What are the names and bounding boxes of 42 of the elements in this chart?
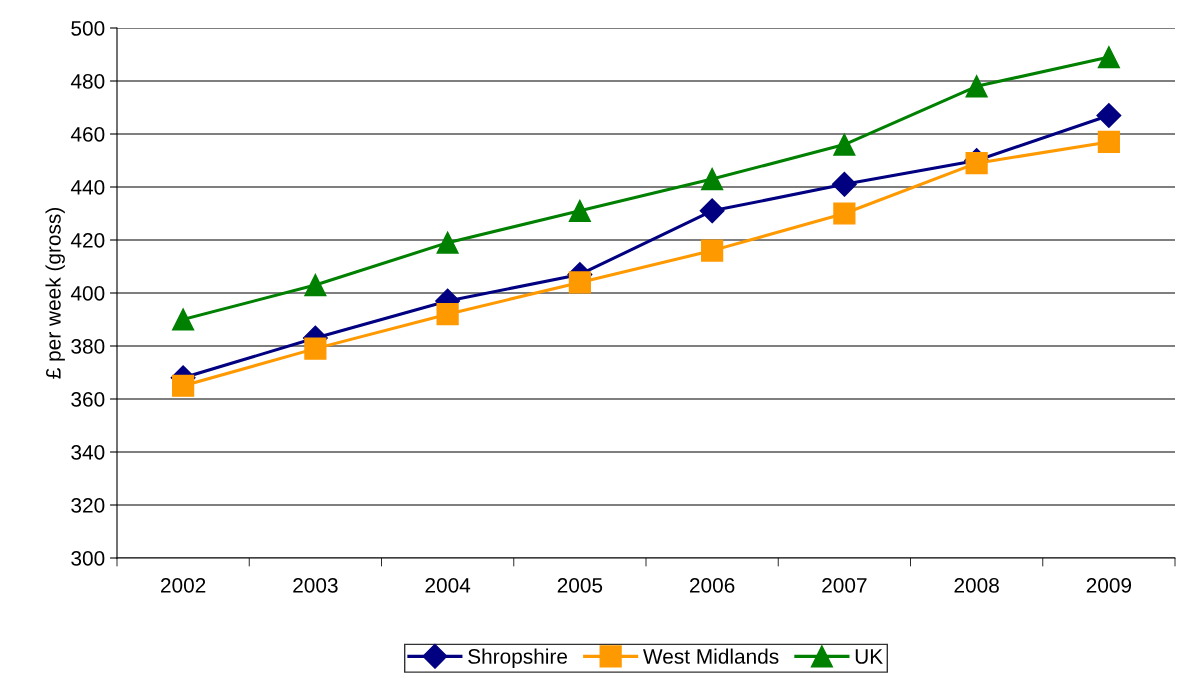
point bbox=[965, 152, 988, 175]
x-tick-label: 2004 bbox=[425, 577, 471, 593]
point bbox=[568, 271, 591, 294]
legend-label: UK bbox=[855, 649, 883, 664]
legend-label: West Midlands bbox=[643, 648, 779, 664]
y-tick-label: 400 bbox=[70, 286, 105, 301]
legend-label: Shropshire bbox=[468, 648, 568, 668]
point bbox=[304, 273, 327, 297]
point bbox=[831, 171, 857, 197]
x-tick-label: 2006 bbox=[690, 577, 735, 593]
point bbox=[699, 198, 725, 224]
point bbox=[304, 337, 327, 360]
point bbox=[1096, 102, 1122, 128]
y-tick-label: 320 bbox=[71, 498, 105, 513]
y-tick-label: 340 bbox=[71, 445, 105, 460]
point bbox=[701, 167, 724, 191]
y-tick-label: 360 bbox=[71, 392, 105, 407]
point bbox=[1097, 130, 1120, 154]
y-axis-title: £ per week (gross) bbox=[45, 208, 65, 379]
x-tick-label: 2008 bbox=[954, 577, 999, 593]
y-tick-label: 440 bbox=[70, 180, 105, 195]
point bbox=[701, 239, 724, 262]
y-tick-label: 420 bbox=[70, 233, 105, 248]
x-tick-label: 2007 bbox=[822, 577, 867, 593]
y-tick-label: 460 bbox=[70, 127, 105, 142]
point bbox=[436, 303, 459, 326]
point bbox=[965, 75, 988, 98]
y-tick-label: 500 bbox=[71, 21, 105, 36]
y-tick-label: 380 bbox=[71, 339, 105, 354]
point bbox=[172, 308, 195, 331]
point bbox=[1097, 46, 1120, 69]
point bbox=[568, 199, 591, 222]
x-tick-label: 2005 bbox=[557, 577, 603, 593]
y-tick-label: 480 bbox=[70, 74, 105, 89]
point bbox=[833, 202, 856, 225]
x-tick-label: 2003 bbox=[293, 577, 338, 593]
point bbox=[436, 231, 459, 254]
point bbox=[172, 374, 195, 397]
y-tick-label: 300 bbox=[71, 551, 105, 566]
x-tick-label: 2009 bbox=[1086, 577, 1132, 593]
point bbox=[833, 133, 856, 156]
x-tick-label: 2002 bbox=[161, 577, 206, 593]
